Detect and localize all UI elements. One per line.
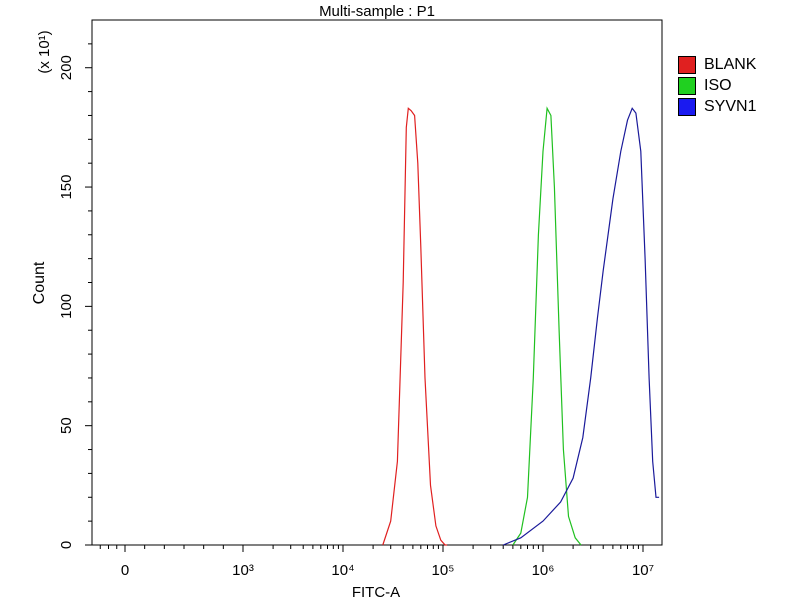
x-tick-label-2: 10⁴ <box>331 562 354 579</box>
y-tick-label-50: 50 <box>58 417 75 434</box>
x-tick-label-3: 10⁵ <box>432 562 455 579</box>
y-axis-label: Count <box>31 261 48 304</box>
legend-item-iso: ISO <box>678 75 756 96</box>
legend-item-syvn1: SYVN1 <box>678 96 756 117</box>
series-line-syvn1 <box>502 107 660 546</box>
legend-swatch-blank <box>678 55 696 74</box>
x-tick-label-4: 10⁶ <box>532 562 555 579</box>
legend-swatch-iso <box>678 76 696 95</box>
legend-label-blank: BLANK <box>704 55 757 73</box>
x-tick-label-1: 10³ <box>232 562 254 579</box>
y-axis: 0 50 100 150 200 <box>58 43 92 549</box>
x-axis: 0 10³ 10⁴ 10⁵ 10⁶ 10⁷ <box>99 545 654 579</box>
x-axis-label: FITC-A <box>352 584 400 600</box>
legend-item-blank: BLANK <box>678 54 756 75</box>
legend-label-iso: ISO <box>704 76 732 94</box>
y-tick-label-0: 0 <box>58 541 75 549</box>
y-multiplier-label: (x 10¹) <box>36 30 53 73</box>
x-tick-label-5: 10⁷ <box>632 562 654 579</box>
x-tick-label-0: 0 <box>121 562 129 579</box>
legend: BLANK ISO SYVN1 <box>678 54 756 117</box>
chart-title: Multi-sample : P1 <box>319 3 435 20</box>
legend-swatch-syvn1 <box>678 97 696 116</box>
y-tick-label-100: 100 <box>58 294 75 319</box>
y-tick-label-150: 150 <box>58 175 75 200</box>
series-line-iso <box>512 106 582 546</box>
series-lines <box>382 106 660 546</box>
series-line-blank <box>382 107 448 546</box>
legend-label-syvn1: SYVN1 <box>704 97 757 115</box>
y-tick-label-200: 200 <box>58 55 75 80</box>
